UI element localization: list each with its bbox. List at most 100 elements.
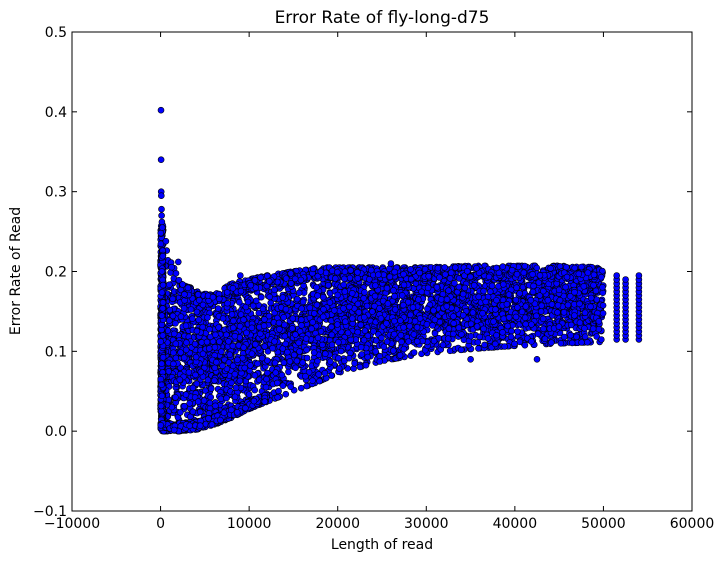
scatter-point bbox=[431, 330, 439, 337]
scatter-point bbox=[231, 332, 239, 340]
scatter-point bbox=[159, 299, 167, 306]
scatter-point bbox=[166, 317, 173, 324]
scatter-point bbox=[157, 375, 165, 383]
scatter-point bbox=[430, 337, 438, 345]
scatter-point bbox=[410, 331, 418, 338]
scatter-point bbox=[194, 398, 202, 405]
scatter-point bbox=[418, 288, 425, 296]
scatter-point bbox=[557, 339, 565, 347]
scatter-point bbox=[480, 287, 487, 295]
scatter-point bbox=[547, 339, 555, 346]
scatter-point bbox=[469, 309, 477, 316]
scatter-point bbox=[397, 331, 405, 339]
scatter-point bbox=[455, 324, 463, 332]
scatter-point bbox=[211, 377, 218, 384]
scatter-point bbox=[176, 376, 184, 384]
scatter-point bbox=[321, 350, 329, 358]
scatter-point bbox=[360, 313, 368, 321]
scatter-point bbox=[216, 338, 223, 345]
scatter-point bbox=[360, 336, 368, 344]
scatter-point bbox=[212, 402, 219, 410]
scatter-point bbox=[501, 343, 508, 350]
scatter-point bbox=[539, 315, 547, 323]
scatter-point bbox=[362, 361, 370, 369]
scatter-point bbox=[199, 350, 207, 358]
scatter-point bbox=[430, 307, 437, 314]
scatter-point bbox=[597, 336, 605, 343]
scatter-point bbox=[505, 291, 513, 298]
scatter-point bbox=[416, 315, 424, 322]
scatter-point bbox=[303, 382, 311, 390]
scatter-point bbox=[467, 332, 475, 340]
scatter-point bbox=[211, 364, 219, 372]
scatter-point bbox=[234, 356, 241, 364]
scatter-point bbox=[260, 322, 268, 330]
scatter-point bbox=[264, 347, 272, 355]
scatter-point bbox=[244, 298, 252, 306]
scatter-point bbox=[455, 283, 463, 291]
scatter-point bbox=[459, 311, 467, 319]
scatter-point bbox=[317, 328, 325, 335]
scatter-point bbox=[170, 360, 177, 368]
scatter-point bbox=[157, 402, 165, 410]
scatter-point bbox=[290, 351, 298, 359]
scatter-point bbox=[475, 345, 482, 352]
scatter-point bbox=[166, 306, 174, 314]
scatter-point bbox=[443, 296, 451, 303]
scatter-point bbox=[522, 320, 530, 328]
scatter-point bbox=[320, 305, 327, 313]
scatter-point bbox=[158, 392, 166, 400]
scatter-point bbox=[172, 393, 179, 401]
scatter-point bbox=[281, 321, 288, 329]
scatter-point bbox=[279, 382, 287, 390]
scatter-point bbox=[537, 308, 545, 315]
scatter-point bbox=[159, 332, 167, 339]
scatter-point bbox=[493, 296, 500, 304]
scatter-point bbox=[195, 316, 202, 324]
scatter-point bbox=[410, 349, 418, 356]
scatter-point bbox=[191, 340, 199, 348]
scatter-point bbox=[467, 320, 475, 328]
scatter-point bbox=[431, 316, 439, 324]
scatter-point bbox=[593, 296, 601, 303]
scatter-point bbox=[413, 337, 421, 345]
scatter-point bbox=[314, 292, 321, 300]
scatter-point bbox=[391, 317, 398, 325]
scatter-point bbox=[337, 347, 345, 355]
scatter-point bbox=[229, 324, 237, 332]
scatter-point bbox=[315, 371, 323, 378]
scatter-point bbox=[328, 323, 335, 331]
scatter-point bbox=[321, 369, 329, 377]
scatter-point bbox=[513, 304, 521, 311]
scatter-point bbox=[158, 381, 165, 389]
scatter-point bbox=[228, 379, 235, 387]
scatter-point bbox=[259, 305, 267, 313]
scatter-point bbox=[555, 286, 563, 294]
scatter-point bbox=[247, 362, 254, 369]
scatter-point bbox=[206, 325, 213, 333]
scatter-point bbox=[219, 315, 227, 322]
scatter-point bbox=[202, 387, 209, 394]
scatter-point bbox=[514, 328, 521, 335]
scatter-point bbox=[271, 338, 278, 345]
scatter-point bbox=[319, 293, 327, 301]
scatter-point bbox=[593, 333, 601, 340]
scatter-point bbox=[407, 311, 414, 319]
scatter-point bbox=[284, 348, 291, 356]
scatter-point bbox=[319, 313, 327, 321]
scatter-point bbox=[278, 371, 286, 379]
scatter-point bbox=[383, 284, 391, 292]
scatter-point bbox=[508, 327, 515, 335]
scatter-point bbox=[356, 363, 364, 371]
scatter-point bbox=[313, 283, 320, 291]
scatter-point bbox=[212, 331, 219, 339]
scatter-point bbox=[267, 299, 275, 307]
scatter-point bbox=[168, 263, 175, 271]
scatter-point bbox=[480, 325, 487, 333]
scatter-point bbox=[271, 286, 278, 294]
scatter-point bbox=[236, 322, 244, 330]
scatter-point bbox=[357, 321, 365, 329]
scatter-point bbox=[423, 320, 431, 328]
scatter-point bbox=[507, 333, 515, 341]
